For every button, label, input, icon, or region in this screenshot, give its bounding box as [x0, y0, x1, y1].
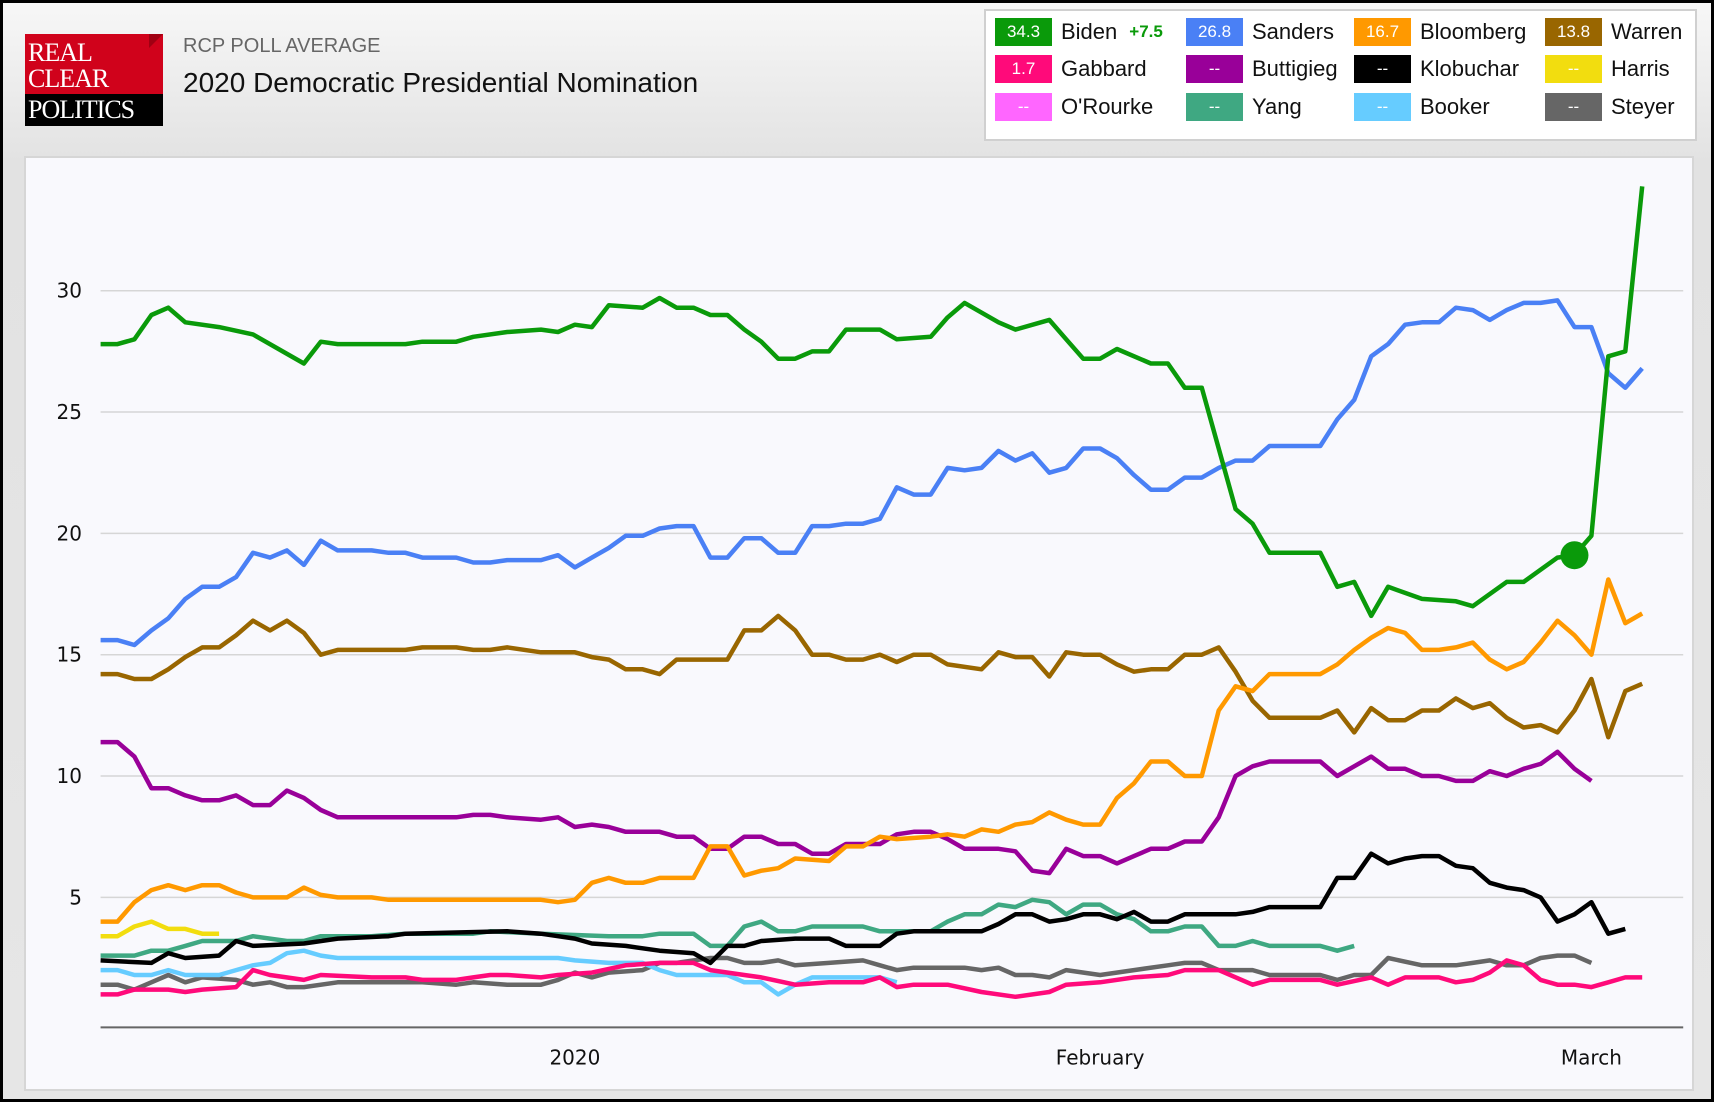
- legend-value-badge: --: [1186, 55, 1243, 83]
- x-tick-label: February: [1056, 1046, 1145, 1070]
- legend-name: Steyer: [1611, 94, 1675, 119]
- legend-item-booker[interactable]: -- Booker: [1354, 92, 1490, 122]
- rcp-logo: REAL CLEAR POLITICS: [25, 34, 163, 126]
- y-tick-label: 10: [57, 764, 82, 788]
- series-line-gabbard[interactable]: [100, 958, 1643, 1000]
- legend: 34.3 Biden +7.5 26.8 Sanders 16.7 Bloomberg 13.…: [984, 9, 1697, 141]
- series-line-buttigieg[interactable]: [100, 739, 1593, 876]
- y-tick-label: 20: [57, 521, 82, 545]
- legend-value-badge: 1.7: [995, 55, 1052, 83]
- legend-value-badge: --: [1354, 93, 1411, 121]
- legend-item-orourke[interactable]: -- O'Rourke: [995, 92, 1153, 122]
- legend-name: Booker: [1420, 94, 1490, 119]
- logo-text-2: CLEAR: [28, 64, 109, 93]
- y-tick-label: 30: [57, 279, 82, 303]
- legend-value-badge: 16.7: [1354, 18, 1411, 46]
- legend-item-klobuchar[interactable]: -- Klobuchar: [1354, 54, 1519, 84]
- y-tick-label: 15: [57, 643, 82, 667]
- legend-item-harris[interactable]: -- Harris: [1545, 54, 1670, 84]
- legend-name: Buttigieg: [1252, 56, 1338, 81]
- legend-value-badge: --: [995, 93, 1052, 121]
- legend-item-gabbard[interactable]: 1.7 Gabbard: [995, 54, 1147, 84]
- legend-value-badge: 13.8: [1545, 18, 1602, 46]
- legend-value-badge: --: [1354, 55, 1411, 83]
- legend-item-sanders[interactable]: 26.8 Sanders: [1186, 17, 1334, 47]
- legend-change: +7.5: [1129, 22, 1163, 41]
- legend-name: Gabbard: [1061, 56, 1147, 81]
- legend-item-buttigieg[interactable]: -- Buttigieg: [1186, 54, 1338, 84]
- legend-name: Biden: [1061, 19, 1118, 44]
- legend-item-warren[interactable]: 13.8 Warren: [1545, 17, 1682, 47]
- series-line-bloomberg[interactable]: [100, 577, 1644, 924]
- legend-item-yang[interactable]: -- Yang: [1186, 92, 1302, 122]
- legend-value-badge: --: [1545, 93, 1602, 121]
- series-line-harris[interactable]: [100, 919, 220, 939]
- series-line-warren[interactable]: [100, 613, 1644, 740]
- legend-item-biden[interactable]: 34.3 Biden +7.5: [995, 17, 1163, 47]
- legend-value-badge: 26.8: [1186, 18, 1243, 46]
- series-line-steyer[interactable]: [100, 953, 1593, 992]
- y-tick-label: 25: [57, 400, 82, 424]
- legend-name: Klobuchar: [1420, 56, 1520, 81]
- legend-name: O'Rourke: [1061, 94, 1154, 119]
- chart-title: 2020 Democratic Presidential Nomination: [183, 67, 699, 98]
- legend-item-steyer[interactable]: -- Steyer: [1545, 92, 1675, 122]
- series-line-biden[interactable]: [100, 186, 1645, 619]
- series-line-yang[interactable]: [100, 897, 1355, 958]
- legend-item-bloomberg[interactable]: 16.7 Bloomberg: [1354, 17, 1526, 47]
- legend-name: Harris: [1611, 56, 1670, 81]
- legend-value-badge: --: [1186, 93, 1243, 121]
- legend-name: Warren: [1611, 19, 1683, 44]
- y-tick-label: 5: [69, 885, 82, 909]
- legend-name: Yang: [1252, 94, 1302, 119]
- chart-subtitle: RCP POLL AVERAGE: [183, 35, 381, 57]
- hover-point-marker[interactable]: [1560, 541, 1589, 570]
- series-line-sanders[interactable]: [100, 298, 1644, 648]
- logo-text-1: REAL: [28, 38, 93, 67]
- x-tick-label: 2020: [549, 1046, 600, 1070]
- legend-value-badge: --: [1545, 55, 1602, 83]
- chart-panel: [24, 156, 1694, 1091]
- x-tick-label: March: [1561, 1046, 1622, 1070]
- logo-text-3: POLITICS: [28, 95, 135, 124]
- legend-name: Bloomberg: [1420, 19, 1527, 44]
- series-line-klobuchar[interactable]: [100, 851, 1626, 966]
- legend-name: Sanders: [1252, 19, 1334, 44]
- series-line-booker[interactable]: [100, 948, 898, 997]
- legend-value-badge: 34.3: [995, 18, 1052, 46]
